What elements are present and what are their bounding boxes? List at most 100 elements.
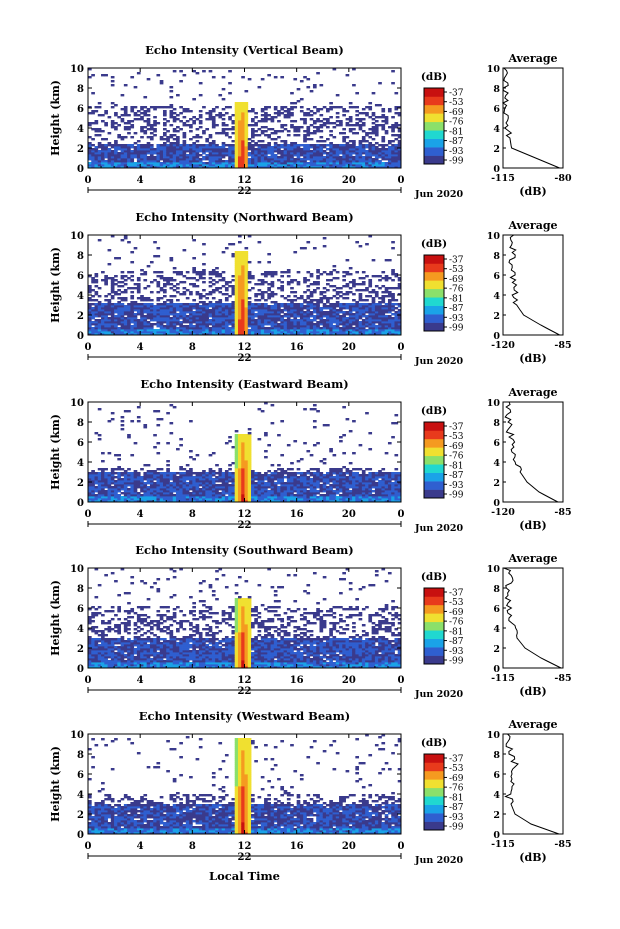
- heatmap-cell: [371, 329, 376, 332]
- heatmap-cell: [211, 271, 216, 274]
- heatmap-cell: [394, 325, 399, 328]
- heatmap-cell: [280, 325, 285, 328]
- heatmap-cell: [140, 327, 144, 330]
- heatmap-cell: [192, 478, 196, 481]
- heatmap-cell: [110, 160, 115, 163]
- heatmap-cell: [378, 321, 382, 324]
- heatmap-cell: [365, 295, 369, 298]
- heatmap-cell: [202, 148, 206, 151]
- heatmap-cell: [391, 317, 395, 320]
- heatmap-cell: [391, 156, 395, 159]
- heatmap-cell: [208, 454, 213, 457]
- heatmap-cell: [355, 164, 360, 167]
- heatmap-cell: [234, 120, 239, 123]
- heatmap-cell: [143, 112, 148, 115]
- heatmap-cell: [159, 297, 164, 300]
- colorbar-title: (dB): [421, 71, 447, 83]
- heatmap-cell: [104, 164, 108, 167]
- heatmap-cell: [322, 315, 327, 318]
- heatmap-cell: [97, 490, 102, 493]
- heatmap-cell: [202, 325, 206, 328]
- heatmap-cell: [358, 124, 363, 127]
- heatmap-cell: [192, 480, 196, 483]
- heatmap-cell: [127, 496, 131, 499]
- heatmap-cell: [368, 325, 373, 328]
- heatmap-cell: [218, 301, 223, 304]
- heatmap-cell: [130, 313, 135, 316]
- heatmap-cell: [365, 106, 369, 109]
- heatmap-cell: [101, 331, 105, 334]
- heatmap-cell: [303, 160, 307, 163]
- heatmap-cell: [91, 470, 95, 473]
- heatmap-cell: [371, 162, 376, 165]
- heatmap-cell: [120, 303, 125, 306]
- heatmap-cell: [88, 154, 92, 157]
- heatmap-cell: [231, 329, 236, 332]
- heatmap-cell: [127, 146, 131, 149]
- heatmap-cell: [381, 156, 386, 159]
- heatmap-cell: [176, 158, 180, 161]
- heatmap-cell: [368, 146, 373, 149]
- heatmap-cell: [215, 472, 219, 475]
- heatmap-cell: [88, 482, 92, 485]
- heatmap-cell: [231, 492, 236, 495]
- heatmap-cell: [202, 152, 206, 155]
- heatmap-cell: [234, 144, 239, 147]
- heatmap-cell: [231, 160, 236, 163]
- heatmap-cell: [348, 140, 353, 143]
- heatmap-cell: [397, 303, 402, 306]
- heatmap-cell: [211, 331, 216, 334]
- heatmap-cell: [254, 158, 258, 161]
- heatmap-cell: [101, 323, 105, 326]
- heatmap-cell: [172, 315, 177, 318]
- y-tick-label: 8: [77, 251, 84, 262]
- heatmap-cell: [107, 156, 112, 159]
- heatmap-cell: [384, 164, 389, 167]
- heatmap-cell: [172, 158, 177, 161]
- average-title: Average: [507, 219, 557, 232]
- heatmap-cell: [237, 259, 242, 262]
- heatmap-cell: [176, 114, 180, 117]
- average-y-tick-label: 2: [493, 144, 500, 155]
- heatmap-cell: [257, 303, 262, 306]
- heatmap-cell: [162, 482, 167, 485]
- heatmap-cell: [365, 140, 369, 143]
- heatmap-cell: [192, 239, 196, 242]
- heatmap-cell: [339, 331, 343, 334]
- heatmap-cell: [342, 275, 346, 278]
- heatmap-cell: [136, 309, 141, 312]
- heatmap-cell: [101, 317, 105, 320]
- heatmap-cell: [211, 317, 216, 320]
- heatmap-cell: [394, 307, 399, 310]
- heatmap-cell: [329, 150, 333, 153]
- heatmap-cell: [159, 333, 164, 336]
- heatmap-cell: [299, 331, 304, 334]
- heatmap-cell: [114, 144, 118, 147]
- heatmap-cell: [348, 319, 353, 322]
- heatmap-cell: [303, 313, 307, 316]
- heatmap-cell: [101, 452, 105, 455]
- heatmap-cell: [166, 472, 170, 475]
- heatmap-cell: [299, 162, 304, 165]
- heatmap-cell: [316, 277, 320, 280]
- heatmap-cell: [172, 319, 177, 322]
- heatmap-cell: [136, 162, 141, 165]
- colorbar-segment: [424, 280, 444, 290]
- heatmap-cell: [192, 307, 196, 310]
- heatmap-cell: [123, 327, 128, 330]
- heatmap-cell: [146, 488, 151, 491]
- heatmap-cell: [241, 122, 245, 125]
- heatmap-cell: [352, 317, 356, 320]
- heatmap-cell: [234, 110, 239, 113]
- heatmap-cell: [267, 287, 271, 290]
- heatmap-cell: [371, 160, 376, 163]
- heatmap-cell: [189, 146, 193, 149]
- heatmap-cell: [104, 325, 108, 328]
- heatmap-cell: [326, 152, 330, 155]
- heatmap-cell: [231, 152, 236, 155]
- heatmap-cell: [205, 325, 210, 328]
- heatmap-cell: [166, 152, 170, 155]
- heatmap-cell: [394, 138, 399, 141]
- heatmap-cell: [345, 291, 350, 294]
- heatmap-cell: [172, 116, 177, 119]
